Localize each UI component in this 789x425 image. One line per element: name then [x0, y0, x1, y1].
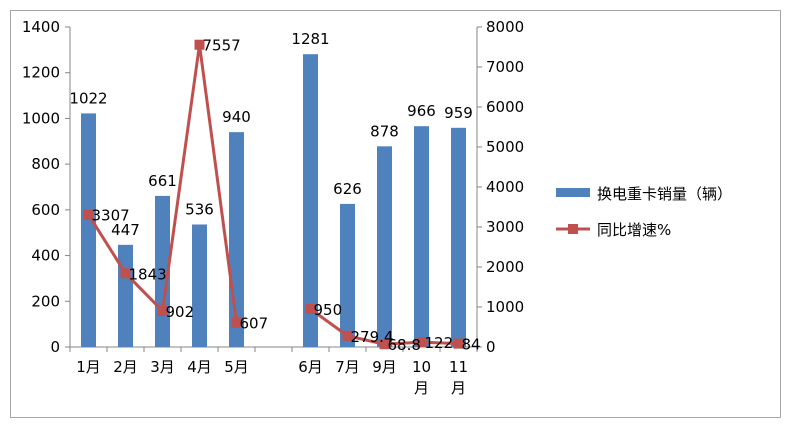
y-right-tick-label: 5000	[486, 138, 524, 156]
bar-series	[81, 54, 466, 348]
x-tick-label: 月	[451, 379, 466, 397]
legend-line-marker	[568, 224, 578, 234]
line-data-label: 3307	[92, 207, 130, 225]
y-left-tick-label: 400	[31, 247, 60, 265]
data-labels: 1022 447 661 536 940 1281 626 878 966 959 3307 1843…	[69, 30, 480, 354]
bar-data-label: 878	[370, 122, 399, 140]
y-right-tick-label: 4000	[486, 178, 524, 196]
y-left-tick-label: 1000	[22, 109, 60, 127]
line-data-label: 279.4	[351, 328, 394, 346]
line-data-label: 902	[166, 303, 195, 321]
bar	[414, 126, 429, 347]
legend-line-label: 同比增速%	[597, 221, 671, 239]
legend: 换电重卡销量（辆） 同比增速%	[556, 185, 732, 239]
y-left-tick-label: 800	[31, 155, 60, 173]
bar-data-label: 966	[407, 102, 436, 120]
line-series	[83, 39, 464, 350]
line-marker	[305, 304, 316, 314]
bar	[377, 146, 392, 347]
y-right-tick-label: 0	[486, 338, 496, 356]
line-marker	[194, 39, 205, 50]
bar	[340, 203, 355, 347]
bar	[192, 224, 207, 347]
bar	[451, 127, 466, 347]
y-right-tick-label: 7000	[486, 58, 524, 76]
bar	[81, 113, 96, 348]
y-left-tick-label: 1400	[22, 18, 60, 36]
y-left-tick-label: 1200	[22, 64, 60, 82]
line-marker	[120, 268, 131, 279]
legend-bar-label: 换电重卡销量（辆）	[597, 185, 732, 203]
bar-data-label: 661	[148, 172, 177, 190]
x-tick-label: 11	[449, 358, 468, 376]
line-marker	[157, 305, 168, 316]
line-data-label: 84	[462, 336, 481, 354]
x-tick-label: 9月	[372, 358, 397, 376]
line-data-label: 1843	[129, 265, 167, 283]
line-marker	[453, 338, 464, 349]
bar-data-label: 940	[222, 108, 251, 126]
y-left-tick-label: 600	[31, 201, 60, 219]
line-marker	[379, 339, 390, 350]
bar-data-label: 536	[185, 200, 214, 218]
x-tick-label: 1月	[76, 358, 101, 376]
line-marker	[416, 337, 427, 348]
x-tick-label: 2月	[113, 358, 138, 376]
x-tick-label: 6月	[298, 358, 323, 376]
y-left-tick-label: 0	[50, 338, 60, 356]
bar-data-label: 959	[444, 104, 473, 122]
x-tick-label: 月	[414, 379, 429, 397]
x-tick-label: 5月	[224, 358, 249, 376]
axes: 0 200 400 600 800 1000 1200 1400 0 1000 2000 3000 40…	[22, 18, 524, 397]
legend-bar-swatch	[556, 188, 590, 197]
x-tick-label: 4月	[187, 358, 212, 376]
line-marker	[342, 330, 353, 341]
line-data-label: 607	[240, 315, 269, 333]
x-tick-label: 7月	[335, 358, 360, 376]
bar	[118, 244, 133, 347]
line-data-label: 7557	[203, 37, 241, 55]
line-marker	[231, 317, 242, 328]
line-data-label: 68.8	[388, 336, 421, 354]
line-marker	[83, 209, 94, 220]
x-tick-label: 3月	[150, 358, 175, 376]
bar-data-label: 1281	[291, 30, 329, 48]
bar-data-label: 626	[333, 180, 362, 198]
y-right-tick-label: 1000	[486, 298, 524, 316]
x-tick-label: 10	[412, 358, 431, 376]
bar	[303, 54, 318, 347]
bar-data-label: 1022	[69, 89, 107, 107]
bar-data-label: 447	[111, 221, 140, 239]
y-right-tick-label: 8000	[486, 18, 524, 36]
line-data-label: 950	[314, 301, 343, 319]
y-right-tick-label: 6000	[486, 98, 524, 116]
line-data-label: 122	[425, 334, 454, 352]
y-right-tick-label: 3000	[486, 218, 524, 236]
chart-frame	[10, 10, 781, 418]
y-left-tick-label: 200	[31, 292, 60, 310]
y-right-tick-label: 2000	[486, 258, 524, 276]
